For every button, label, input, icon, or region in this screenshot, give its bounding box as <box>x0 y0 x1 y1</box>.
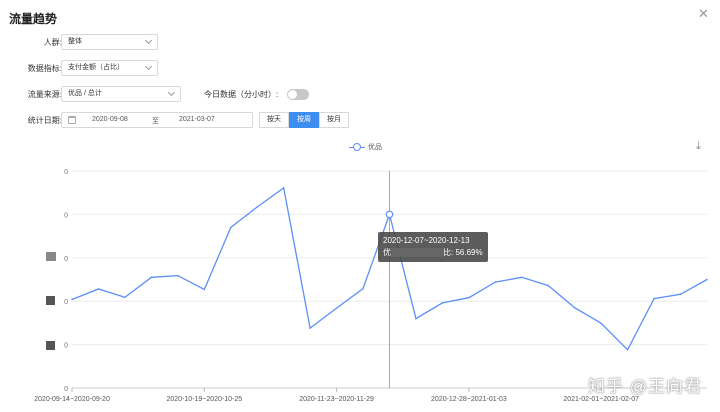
data-point <box>679 293 682 296</box>
tooltip-value-row: 优 比: 56.69% <box>383 247 483 259</box>
x-tick-label: 2020-12-28~2021-01-03 <box>431 396 507 403</box>
data-point <box>150 276 153 279</box>
metric-select[interactable]: 支付金额（占比） <box>61 60 158 76</box>
y-tick-label: 0 <box>64 386 68 393</box>
source-label: 流量来源: <box>27 90 62 99</box>
y-tick-label: 0 <box>64 169 68 176</box>
date-end: 2021-03-07 <box>179 116 215 123</box>
crowd-label: 人群: <box>43 38 62 47</box>
y-tick-label: 0 <box>64 343 68 350</box>
data-point <box>415 317 417 320</box>
data-point <box>626 349 629 351</box>
data-point <box>229 226 232 229</box>
granularity-month-button[interactable]: 按月 <box>319 112 349 128</box>
data-point <box>124 296 126 299</box>
tooltip-date-range: 2020-12-07~2020-12-13 <box>383 236 470 245</box>
granularity-week-button[interactable]: 按周 <box>289 112 319 128</box>
data-point <box>309 327 311 329</box>
redaction-block <box>46 296 55 305</box>
metric-select-value: 支付金额（占比） <box>68 64 124 71</box>
x-tick-label: 2020-10-19~2020-10-25 <box>166 396 242 403</box>
download-icon[interactable]: ⤓ <box>696 140 701 152</box>
y-tick-label: 0 <box>64 212 68 219</box>
data-point <box>653 297 655 300</box>
chart-tooltip: 2020-12-07~2020-12-13 优 比: 56.69% <box>378 232 488 262</box>
chart-legend[interactable]: 优品 <box>349 142 382 152</box>
today-data-label: 今日数据（分小时）: <box>204 90 279 99</box>
close-icon[interactable]: ✕ <box>698 6 709 21</box>
panel-title: 流量趋势 <box>9 12 58 26</box>
data-point <box>203 288 206 291</box>
data-point <box>547 284 550 287</box>
x-tick-label: 2020-11-23~2020-11-29 <box>299 396 374 403</box>
date-label: 统计日期: <box>27 116 62 125</box>
toggle-knob <box>288 90 297 99</box>
data-point <box>573 306 576 309</box>
date-range-picker[interactable]: 2020-09-08 至 2021-03-07 <box>61 112 253 128</box>
metric-label: 数据指标: <box>27 64 62 73</box>
y-tick-label: 0 <box>64 256 68 263</box>
data-point <box>385 210 394 219</box>
granularity-switch: 按天 按周 按月 <box>259 112 349 128</box>
chevron-down-icon <box>167 88 176 97</box>
data-point <box>520 276 523 279</box>
redaction-block <box>391 248 443 258</box>
date-separator: 至 <box>152 118 159 125</box>
legend-line-marker <box>349 143 365 151</box>
calendar-icon <box>68 116 76 124</box>
x-tick-label: 2021-02-01~2021-02-07 <box>563 396 639 403</box>
data-point <box>256 206 259 208</box>
crowd-select-value: 整体 <box>68 38 82 45</box>
data-point <box>494 281 497 283</box>
granularity-day-button[interactable]: 按天 <box>259 112 289 128</box>
watermark: 知乎 @王向君 <box>588 377 702 396</box>
data-point <box>177 274 179 277</box>
data-point <box>600 322 602 325</box>
data-point <box>71 298 73 301</box>
data-point <box>706 278 708 281</box>
source-select[interactable]: 优品 / 总计 <box>61 86 181 102</box>
data-point <box>282 187 285 189</box>
today-data-toggle[interactable] <box>287 89 309 100</box>
x-tick-label: 2020-09-14~2020-09-20 <box>34 396 110 403</box>
tooltip-series-prefix: 优 <box>383 248 391 257</box>
source-select-value: 优品 / 总计 <box>68 90 102 97</box>
legend-series-label: 优品 <box>368 144 382 151</box>
data-point <box>335 307 338 309</box>
data-point <box>441 302 444 304</box>
y-tick-label: 0 <box>64 299 68 306</box>
data-point <box>362 287 364 290</box>
chevron-down-icon <box>144 36 153 45</box>
data-point <box>97 288 100 290</box>
redaction-block <box>46 341 55 350</box>
date-start: 2020-09-08 <box>92 116 128 123</box>
chevron-down-icon <box>144 62 153 71</box>
tooltip-value: 比: 56.69% <box>443 248 483 257</box>
data-point <box>468 296 470 299</box>
redaction-block <box>46 252 56 261</box>
crowd-select[interactable]: 整体 <box>61 34 158 50</box>
